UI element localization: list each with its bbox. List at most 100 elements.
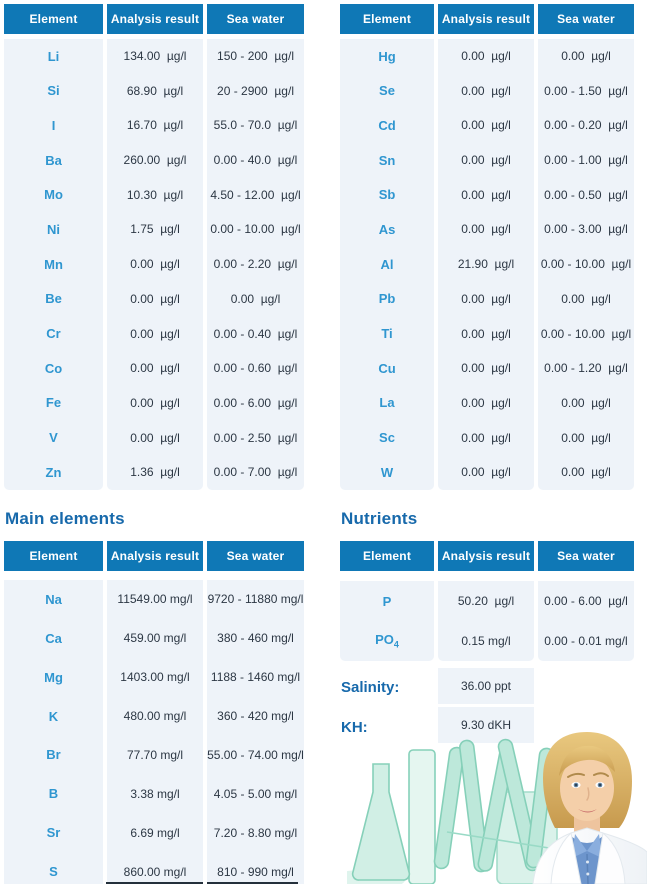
main-elements-table: Element Analysis result Sea water Na 1154… (4, 541, 304, 884)
analysis-result-cell: 0.00 µg/l (107, 281, 203, 317)
nutrients-title: Nutrients (341, 509, 418, 528)
trace-elements-table-left: Element Analysis result Sea water Li 134.… (4, 4, 304, 490)
element-cell: Sb (340, 177, 434, 213)
sea-water-cell: 360 - 420 mg/l (207, 696, 304, 736)
analysis-result-cell: 1.36 µg/l (107, 454, 203, 490)
analysis-result-cell: 77.70 mg/l (107, 735, 203, 775)
sea-water-cell: 0.00 - 40.0 µg/l (207, 142, 304, 178)
nutrients-table: Element Analysis result Sea water P 50.20… (340, 541, 634, 661)
sea-water-cell: 0.00 - 10.00 µg/l (538, 246, 634, 282)
sea-water-cell: 0.00 - 6.00 µg/l (207, 385, 304, 421)
sea-water-cell: 9720 - 11880 mg/l (207, 579, 304, 619)
element-cell: Na (4, 579, 103, 619)
sea-water-cell: 55.00 - 74.00 mg/l (207, 735, 304, 775)
element-cell: Ca (4, 618, 103, 658)
element-cell: I (4, 108, 103, 143)
element-cell: Cr (4, 316, 103, 351)
sea-water-cell: 0.00 - 0.40 µg/l (207, 316, 304, 351)
sea-water-cell: 0.00 µg/l (538, 385, 634, 421)
table-cutoff-line (207, 882, 298, 884)
main-elements-title: Main elements (5, 509, 125, 528)
analysis-result-cell: 134.00 µg/l (107, 38, 203, 74)
sea-water-cell: 0.00 - 3.00 µg/l (538, 212, 634, 247)
element-cell: Be (4, 281, 103, 317)
sea-water-cell: 0.00 - 1.00 µg/l (538, 142, 634, 178)
analysis-result-cell: 0.00 µg/l (438, 177, 534, 213)
column-header-analysis: Analysis result (107, 4, 203, 37)
sea-water-cell: 0.00 µg/l (538, 454, 634, 490)
element-cell: La (340, 385, 434, 421)
analysis-result-cell: 68.90 µg/l (107, 73, 203, 109)
column-header-element: Element (340, 4, 434, 37)
sea-water-cell: 0.00 - 1.20 µg/l (538, 350, 634, 386)
salinity-value: 36.00 ppt (438, 668, 534, 704)
column-header-seawater: Sea water (207, 4, 304, 37)
sea-water-cell: 20 - 2900 µg/l (207, 73, 304, 109)
element-cell: Mg (4, 657, 103, 697)
element-cell: W (340, 454, 434, 490)
analysis-result-cell: 16.70 µg/l (107, 108, 203, 143)
analysis-result-cell: 0.00 µg/l (107, 420, 203, 455)
element-cell: V (4, 420, 103, 455)
element-cell: Al (340, 246, 434, 282)
analysis-result-cell: 260.00 µg/l (107, 142, 203, 178)
analysis-result-cell: 10.30 µg/l (107, 177, 203, 213)
sea-water-cell: 7.20 - 8.80 mg/l (207, 813, 304, 853)
element-cell: Mn (4, 246, 103, 282)
analysis-result-cell: 0.00 µg/l (438, 38, 534, 74)
element-cell: Sn (340, 142, 434, 178)
sea-water-cell: 0.00 - 2.50 µg/l (207, 420, 304, 455)
analysis-result-cell: 0.00 µg/l (438, 420, 534, 455)
sea-water-cell: 0.00 µg/l (538, 38, 634, 74)
analysis-result-cell: 0.00 µg/l (438, 454, 534, 490)
sea-water-cell: 1188 - 1460 mg/l (207, 657, 304, 697)
woman-figure (532, 732, 647, 884)
sea-water-cell: 0.00 - 1.50 µg/l (538, 73, 634, 109)
sea-water-cell: 810 - 990 mg/l (207, 852, 304, 884)
column-header-seawater: Sea water (538, 4, 634, 37)
analysis-result-cell: 1.75 µg/l (107, 212, 203, 247)
sea-water-cell: 0.00 µg/l (538, 420, 634, 455)
analysis-result-cell: 0.00 µg/l (438, 316, 534, 351)
sea-water-cell: 0.00 - 0.01 mg/l (538, 621, 634, 661)
sea-water-cell: 0.00 - 0.50 µg/l (538, 177, 634, 213)
sea-water-cell: 0.00 µg/l (207, 281, 304, 317)
element-cell: Cu (340, 350, 434, 386)
element-cell: Hg (340, 38, 434, 74)
glassware-graphic (347, 738, 563, 884)
trace-elements-table-right: Element Analysis result Sea water Hg 0.00… (340, 4, 634, 490)
analysis-result-cell: 0.00 µg/l (438, 350, 534, 386)
analysis-result-cell: 0.00 µg/l (438, 73, 534, 109)
kh-label: KH: (341, 719, 368, 736)
element-cell: Li (4, 38, 103, 74)
element-cell: P (340, 581, 434, 621)
salinity-label: Salinity: (341, 679, 400, 696)
sea-water-cell: 0.00 - 2.20 µg/l (207, 246, 304, 282)
element-cell: Mo (4, 177, 103, 213)
element-cell: Ti (340, 316, 434, 351)
column-header-analysis: Analysis result (107, 541, 203, 574)
sea-water-cell: 0.00 - 6.00 µg/l (538, 581, 634, 621)
element-cell: Pb (340, 281, 434, 317)
analysis-result-cell: 0.00 µg/l (107, 385, 203, 421)
element-cell: PO4 (340, 621, 434, 661)
sea-water-cell: 0.00 - 7.00 µg/l (207, 454, 304, 490)
element-cell: Se (340, 73, 434, 109)
sea-water-cell: 0.00 µg/l (538, 281, 634, 317)
analysis-result-cell: 0.00 µg/l (438, 385, 534, 421)
analysis-result-cell: 0.00 µg/l (438, 281, 534, 317)
element-cell: B (4, 774, 103, 814)
column-header-element: Element (4, 541, 103, 574)
column-header-analysis: Analysis result (438, 541, 534, 574)
kh-value: 9.30 dKH (438, 707, 534, 743)
column-header-analysis: Analysis result (438, 4, 534, 37)
column-header-seawater: Sea water (538, 541, 634, 574)
element-cell: Fe (4, 385, 103, 421)
analysis-result-cell: 480.00 mg/l (107, 696, 203, 736)
sea-water-cell: 0.00 - 10.00 µg/l (538, 316, 634, 351)
sea-water-cell: 0.00 - 10.00 µg/l (207, 212, 304, 247)
element-cell: Sr (4, 813, 103, 853)
analysis-result-cell: 0.15 mg/l (438, 621, 534, 661)
sea-water-cell: 150 - 200 µg/l (207, 38, 304, 74)
